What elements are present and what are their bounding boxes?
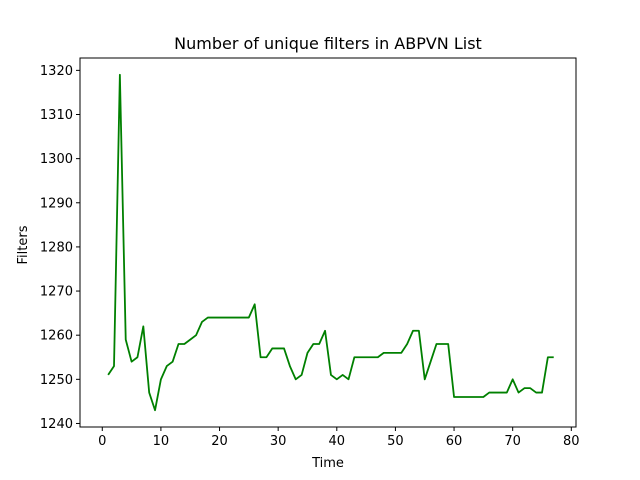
series-line — [107, 73, 554, 412]
chart-title: Number of unique filters in ABPVN List — [174, 34, 482, 53]
x-tick-label: 10 — [153, 434, 170, 449]
x-tick-label: 80 — [563, 434, 580, 449]
y-tick-label: 1240 — [40, 417, 73, 432]
x-tick-label: 50 — [387, 434, 404, 449]
y-tick-label: 1310 — [40, 108, 73, 123]
plot-area: 0 10 20 30 40 50 60 70 80 1240 1250 1260 1270 1280 129… — [40, 57, 580, 449]
x-tick-label: 60 — [446, 434, 463, 449]
y-tick-label: 1280 — [40, 240, 73, 255]
y-tick-label: 1260 — [40, 329, 73, 344]
y-tick-label: 1290 — [40, 196, 73, 211]
y-tick-label: 1300 — [40, 152, 73, 167]
x-tick-label: 20 — [211, 434, 228, 449]
y-axis-label: Filters — [16, 225, 31, 264]
x-tick-label: 70 — [504, 434, 521, 449]
y-tick-label: 1250 — [40, 373, 73, 388]
x-tick-label: 30 — [270, 434, 287, 449]
x-axis-label: Time — [311, 456, 344, 471]
y-tick-label: 1320 — [40, 64, 73, 79]
plot-frame — [79, 57, 577, 428]
y-tick-label: 1270 — [40, 285, 73, 300]
x-tick-label: 0 — [98, 434, 106, 449]
x-tick-label: 40 — [329, 434, 346, 449]
